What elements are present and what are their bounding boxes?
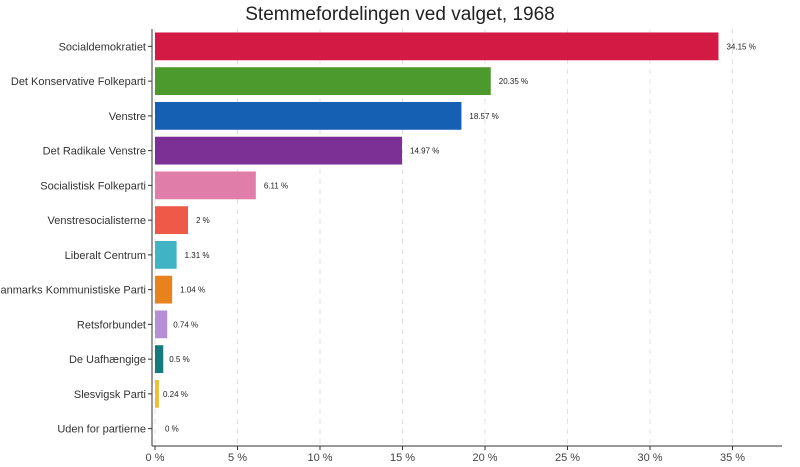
category-label: Det Konservative Folkeparti (11, 76, 146, 88)
bar (155, 379, 159, 408)
category-label: Det Radikale Venstre (43, 146, 146, 158)
data-label: 2 % (196, 216, 210, 225)
data-label: 20.35 % (499, 77, 528, 86)
x-tick-label: 25 % (555, 452, 580, 464)
data-label: 6.11 % (264, 181, 288, 190)
category-label: Retsforbundet (77, 319, 146, 331)
bars (155, 32, 719, 408)
data-labels: 34.15 % 20.35 % 18.57 % 14.97 % 6.11 % 2 % 1.3… (163, 42, 756, 433)
data-label: 0.24 % (163, 390, 188, 399)
x-tick-label: 15 % (390, 452, 415, 464)
category-label: Danmarks Kommunistiske Parti (0, 285, 146, 297)
data-label: 1.31 % (185, 251, 210, 260)
category-label: Socialdemokratiet (59, 41, 146, 53)
category-label: Uden for partierne (57, 424, 146, 436)
data-label: 0 % (165, 425, 179, 434)
x-tick-label: 10 % (307, 452, 332, 464)
category-label: Venstresocialisterne (48, 215, 146, 227)
category-label: De Uafhængige (69, 354, 146, 366)
data-label: 34.15 % (726, 42, 755, 51)
data-label: 14.97 % (410, 147, 439, 156)
bar (155, 240, 177, 269)
bar (155, 32, 719, 61)
bar (155, 275, 173, 304)
category-labels: Socialdemokratiet Det Konservative Folkep… (0, 41, 152, 436)
data-label: 1.04 % (180, 286, 205, 295)
data-label: 0.5 % (169, 355, 189, 364)
bar (155, 345, 164, 374)
bar (155, 136, 403, 165)
category-label: Venstre (109, 111, 146, 123)
category-label: Liberalt Centrum (65, 250, 146, 262)
x-tick-label: 30 % (637, 452, 662, 464)
bar (155, 171, 256, 200)
data-label: 0.74 % (173, 320, 198, 329)
bar (155, 67, 491, 96)
bar (155, 101, 462, 130)
category-label: Socialistisk Folkeparti (40, 180, 146, 192)
bar (155, 310, 168, 339)
x-tick-label: 5 % (228, 452, 247, 464)
data-label: 18.57 % (469, 112, 498, 121)
x-tick-label: 0 % (146, 452, 165, 464)
category-label: Slesvigsk Parti (74, 389, 146, 401)
x-tick-label: 35 % (720, 452, 745, 464)
x-tick-label: 20 % (472, 452, 497, 464)
bar (155, 206, 188, 235)
chart-title: Stemmefordelingen ved valget, 1968 (245, 4, 554, 25)
x-axis-ticks: 0 % 5 % 10 % 15 % 20 % 25 % 30 % 35 % (146, 446, 745, 464)
